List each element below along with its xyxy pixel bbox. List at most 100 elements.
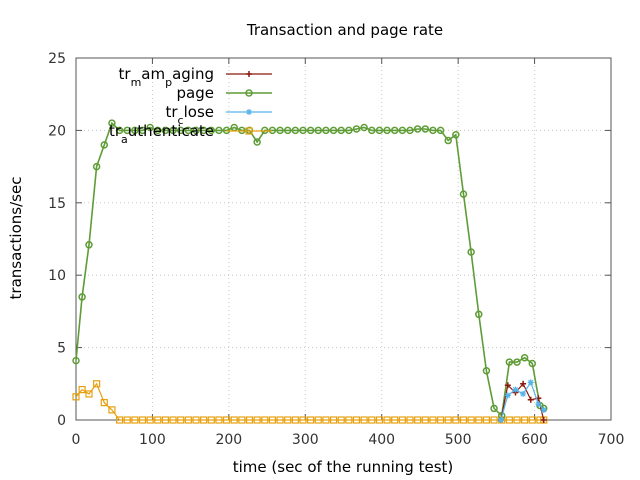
data-point bbox=[230, 416, 238, 424]
data-point bbox=[360, 416, 368, 424]
data-point bbox=[505, 358, 514, 366]
legend-label: trclose bbox=[165, 103, 214, 127]
legend-label: trauthenticate bbox=[109, 122, 214, 146]
data-point bbox=[375, 416, 384, 424]
data-point bbox=[391, 416, 399, 424]
data-point bbox=[527, 396, 534, 403]
data-point bbox=[421, 416, 429, 424]
data-point bbox=[490, 416, 498, 424]
data-point bbox=[337, 416, 345, 424]
data-point bbox=[108, 406, 116, 414]
data-point bbox=[360, 123, 368, 132]
data-point bbox=[314, 416, 322, 424]
data-point bbox=[436, 126, 445, 135]
data-point bbox=[322, 126, 330, 135]
data-point bbox=[475, 310, 483, 319]
x-tick-label: 400 bbox=[368, 432, 395, 448]
data-point bbox=[253, 416, 261, 424]
data-point bbox=[383, 126, 391, 135]
legend-marker bbox=[246, 71, 252, 77]
y-tick-label: 0 bbox=[57, 413, 66, 429]
data-point bbox=[345, 126, 353, 135]
series-1 bbox=[72, 119, 548, 420]
data-point bbox=[527, 379, 534, 386]
data-point bbox=[92, 162, 101, 171]
data-point bbox=[276, 416, 284, 424]
data-point bbox=[497, 417, 504, 423]
data-point bbox=[513, 358, 521, 366]
data-point bbox=[176, 126, 185, 135]
data-point bbox=[184, 126, 193, 135]
data-point bbox=[222, 416, 231, 424]
data-point bbox=[85, 390, 93, 398]
data-point bbox=[414, 416, 422, 424]
data-point bbox=[115, 126, 124, 135]
legend-marker bbox=[245, 89, 253, 97]
data-point bbox=[535, 401, 542, 408]
data-point bbox=[467, 248, 475, 256]
data-point bbox=[452, 416, 460, 424]
data-point bbox=[459, 416, 468, 424]
data-point bbox=[207, 416, 215, 424]
legend-entry: page bbox=[177, 84, 272, 102]
x-tick-label: 300 bbox=[292, 432, 319, 448]
data-point bbox=[375, 126, 384, 135]
data-point bbox=[78, 293, 86, 301]
data-point bbox=[192, 126, 200, 135]
data-point bbox=[429, 126, 437, 135]
legend-entry: trauthenticate bbox=[109, 122, 272, 146]
data-point bbox=[169, 416, 177, 424]
data-point bbox=[490, 404, 498, 413]
y-tick-label: 20 bbox=[48, 123, 66, 139]
data-point bbox=[505, 416, 513, 424]
data-point bbox=[238, 416, 246, 424]
data-point bbox=[299, 416, 307, 424]
data-point bbox=[322, 416, 330, 424]
data-point bbox=[352, 125, 361, 133]
data-point bbox=[138, 416, 147, 424]
data-point bbox=[177, 416, 185, 424]
data-point bbox=[207, 126, 216, 135]
data-point bbox=[131, 126, 139, 135]
data-point bbox=[504, 382, 511, 389]
data-point bbox=[276, 126, 284, 135]
data-point bbox=[329, 126, 338, 135]
data-point bbox=[200, 416, 208, 424]
data-point bbox=[368, 416, 376, 424]
data-point bbox=[123, 126, 131, 135]
data-point bbox=[429, 416, 437, 424]
y-tick-label: 25 bbox=[48, 51, 66, 67]
data-point bbox=[520, 390, 527, 397]
data-point bbox=[72, 393, 80, 401]
data-point bbox=[406, 416, 414, 424]
data-point bbox=[421, 125, 430, 133]
data-point bbox=[504, 392, 511, 399]
data-point bbox=[268, 416, 277, 424]
data-point bbox=[146, 416, 154, 424]
data-point bbox=[452, 130, 460, 139]
data-point bbox=[444, 416, 452, 424]
data-point bbox=[482, 367, 491, 375]
data-point bbox=[199, 126, 208, 135]
data-point bbox=[475, 416, 483, 424]
data-point bbox=[100, 141, 109, 149]
data-point bbox=[337, 126, 345, 135]
data-point bbox=[161, 126, 170, 135]
data-point bbox=[459, 190, 468, 198]
data-point bbox=[406, 126, 414, 135]
data-point bbox=[528, 416, 536, 424]
data-point bbox=[72, 356, 80, 365]
legend-label: page bbox=[177, 84, 214, 102]
data-point bbox=[314, 126, 323, 135]
data-point bbox=[383, 416, 391, 424]
data-point bbox=[169, 126, 177, 135]
data-point bbox=[528, 359, 537, 368]
data-point bbox=[307, 416, 315, 424]
data-point bbox=[306, 126, 315, 135]
y-tick-label: 10 bbox=[48, 268, 66, 284]
data-point bbox=[291, 126, 300, 135]
data-point bbox=[184, 416, 192, 424]
data-point bbox=[85, 241, 93, 249]
